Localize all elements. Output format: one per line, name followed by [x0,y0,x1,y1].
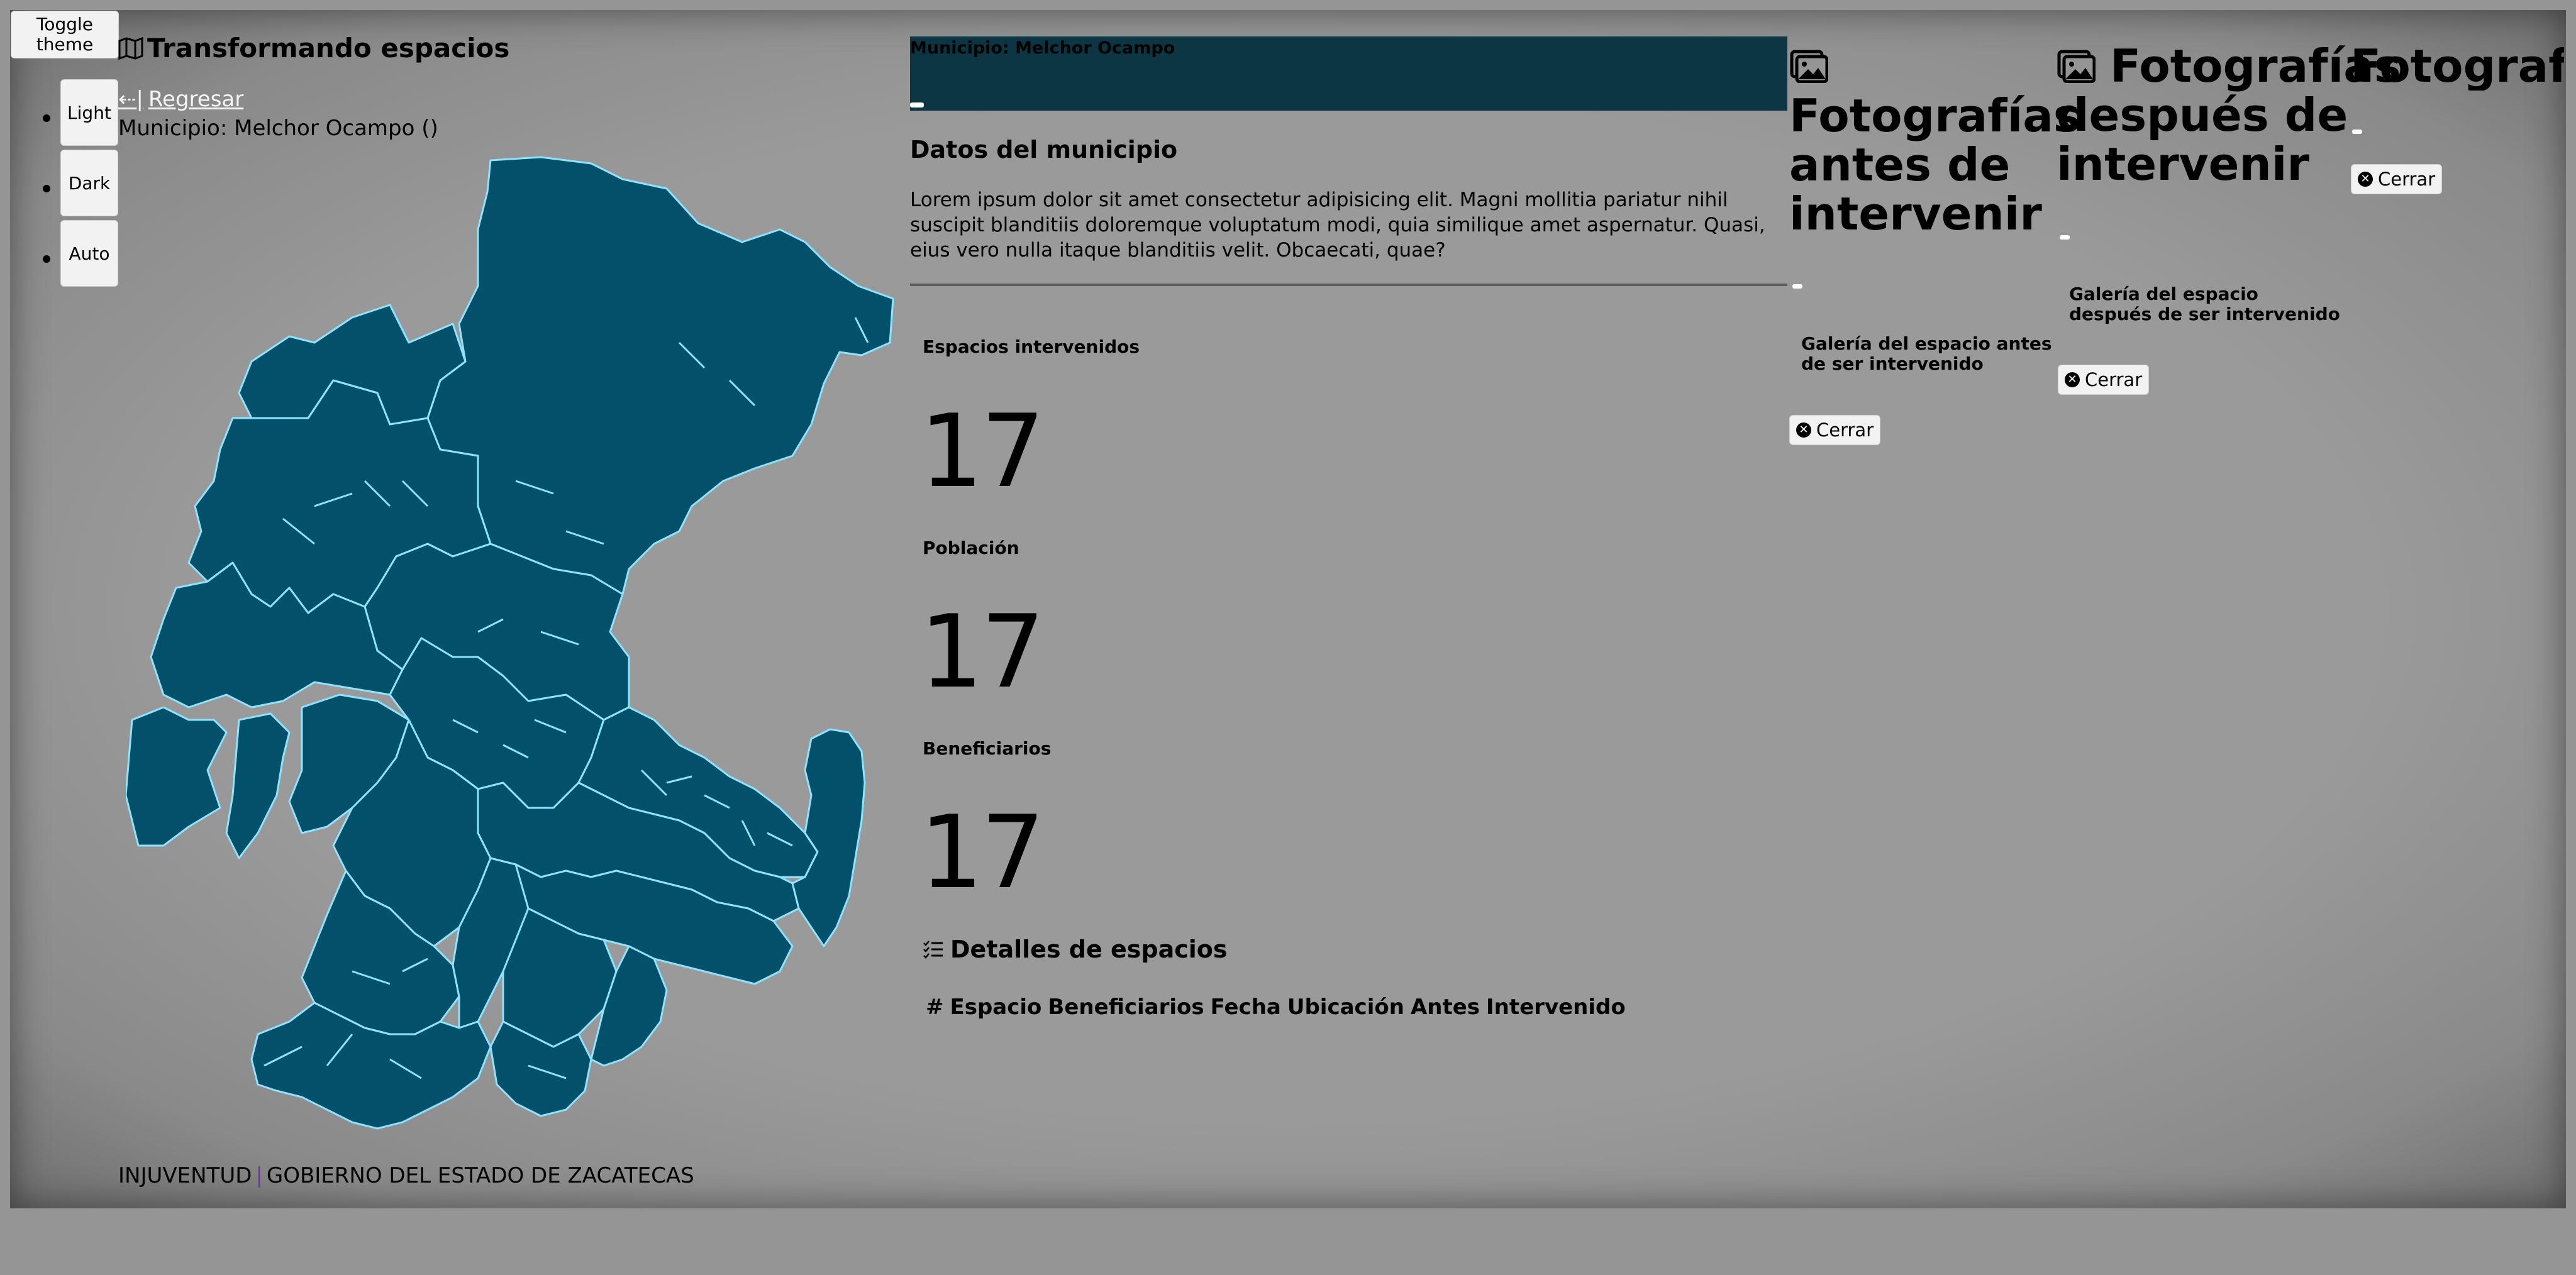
close-label: Cerrar [1816,419,1874,441]
map-region-south-west-3 [225,712,291,859]
list-check-icon [923,941,943,959]
map-region-east-lobe [791,728,866,947]
gallery-before-title: Fotografías antes de intervenir [1789,89,2080,240]
details-table-header: # Espacio Beneficiarios Fecha Ubicación … [926,995,1626,1020]
stat-value-beneficiarios: 17 [919,793,1045,911]
close-label: Cerrar [2378,168,2436,190]
back-label: Regresar [148,87,244,112]
details-title-text: Detalles de espacios [950,936,1228,963]
map-region-south-8 [590,945,668,1067]
toggle-theme-button[interactable]: Toggle theme [11,11,119,58]
datos-title: Datos del municipio [910,136,1178,163]
footer: INJUVENTUD | GOBIERNO DEL ESTADO DE ZACATE… [118,1163,694,1188]
back-link[interactable]: ⇠| Regresar [118,87,243,112]
gallery-after-subtitle: Galería del espacio después de ser inter… [2069,284,2340,324]
column-header: Antes [1410,995,1480,1020]
close-icon: ✕ [1796,422,1811,438]
datos-description: Lorem ipsum dolor sit amet consectetur a… [910,189,1765,262]
details-title: Detalles de espacios [923,936,1228,963]
theme-light-button[interactable]: Light [60,79,118,146]
municipality-label: Municipio: Melchor Ocampo () [118,116,438,141]
municipality-banner [910,36,1787,111]
app-title-text: Transformando espacios [147,33,510,63]
close-icon: ✕ [2358,172,2373,187]
map-region-south-7 [489,1020,592,1117]
stat-label-espacios: Espacios intervenidos [923,336,1140,357]
column-header: Ubicación [1287,995,1404,1020]
column-header: Fecha [1210,995,1281,1020]
map-region-south-6 [250,1002,492,1130]
section-divider [910,284,1787,286]
stat-label-poblacion: Población [923,538,1019,558]
gallery-after-close-button[interactable]: ✕ Cerrar [2058,365,2150,395]
app-title: Transformando espacios [118,33,509,63]
column-header: Intervenido [1486,995,1626,1020]
column-header: # [926,995,944,1020]
gallery-after-indicator [2060,235,2070,240]
column-header: Beneficiarios [1048,995,1204,1020]
map-icon [118,36,143,60]
close-icon: ✕ [2065,372,2080,387]
map-region-south-west-2 [126,706,228,847]
stat-label-beneficiarios: Beneficiarios [923,738,1052,759]
gallery-after-title: Fotografías después de intervenir [2057,40,2401,190]
banner-indicator [910,102,924,108]
gallery-third-title: Fotografía [2350,41,2564,91]
footer-separator: | [255,1163,263,1188]
gallery-third-close-button[interactable]: ✕ Cerrar [2351,164,2443,194]
gallery-before-close-button[interactable]: ✕ Cerrar [1789,415,1881,445]
column-header: Espacio [950,995,1042,1020]
gallery-before-subtitle: Galería del espacio antes de ser interve… [1801,333,2052,374]
zacatecas-map[interactable] [126,154,899,1132]
map-region-north [426,156,894,595]
theme-options-list: Light Dark Auto [43,79,118,290]
footer-government: GOBIERNO DEL ESTADO DE ZACATECAS [266,1163,694,1188]
gallery-before-indicator [1792,284,1802,289]
back-arrow-icon: ⇠| [118,87,143,112]
footer-org: INJUVENTUD [118,1163,252,1188]
gallery-third-indicator [2352,130,2362,134]
theme-auto-button[interactable]: Auto [60,220,118,287]
image-icon [2057,50,2096,83]
stat-value-poblacion: 17 [919,593,1045,710]
close-label: Cerrar [2085,369,2143,390]
banner-text: Municipio: Melchor Ocampo [910,38,1175,58]
theme-dark-button[interactable]: Dark [60,150,118,216]
image-icon [1790,50,1828,83]
stat-value-espacios: 17 [919,392,1045,510]
